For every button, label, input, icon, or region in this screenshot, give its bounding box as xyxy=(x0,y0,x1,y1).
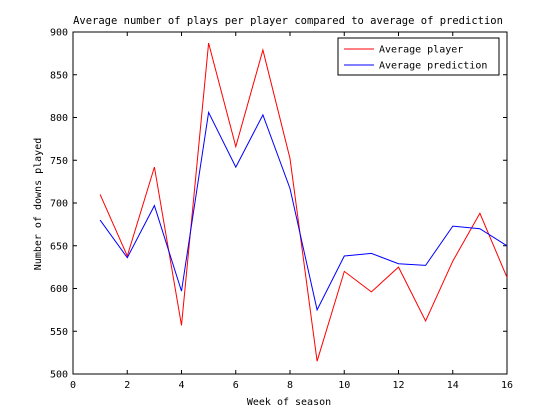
y-tick-label: 550 xyxy=(50,327,68,338)
x-tick-label: 4 xyxy=(178,380,184,391)
series-line-1 xyxy=(99,42,508,362)
series-line-2 xyxy=(99,110,508,312)
plot-area: 0 2 4 6 8 10 12 14 16 500 550 600 650 700 750 800 850 900… xyxy=(50,28,513,392)
y-tick-label: 850 xyxy=(50,70,68,81)
y-tick-label: 900 xyxy=(50,28,68,39)
x-tick-label: 14 xyxy=(447,380,459,391)
x-tick-label: 6 xyxy=(233,380,239,391)
y-tick-label: 600 xyxy=(50,284,68,295)
y-tick-label: 750 xyxy=(50,156,68,167)
y-axis-label: Number of downs played xyxy=(33,138,44,270)
legend-label-1: Average player xyxy=(379,45,463,56)
axes-box xyxy=(72,31,508,375)
x-axis-label: Week of season xyxy=(247,397,331,408)
y-tick-label: 700 xyxy=(50,199,68,210)
x-tick-label: 12 xyxy=(392,380,404,391)
x-tick-label: 10 xyxy=(338,380,350,391)
x-tick-label: 8 xyxy=(287,380,293,391)
x-tick-label: 2 xyxy=(124,380,130,391)
x-tick-label: 16 xyxy=(501,380,513,391)
y-tick-label: 650 xyxy=(50,241,68,252)
y-tick-label: 500 xyxy=(50,370,68,381)
legend-box xyxy=(337,37,500,76)
x-tick-label: 0 xyxy=(70,380,76,391)
chart-title: Average number of plays per player compa… xyxy=(73,15,503,27)
y-tick-label: 800 xyxy=(50,113,68,124)
legend-label-2: Average prediction xyxy=(379,61,487,72)
